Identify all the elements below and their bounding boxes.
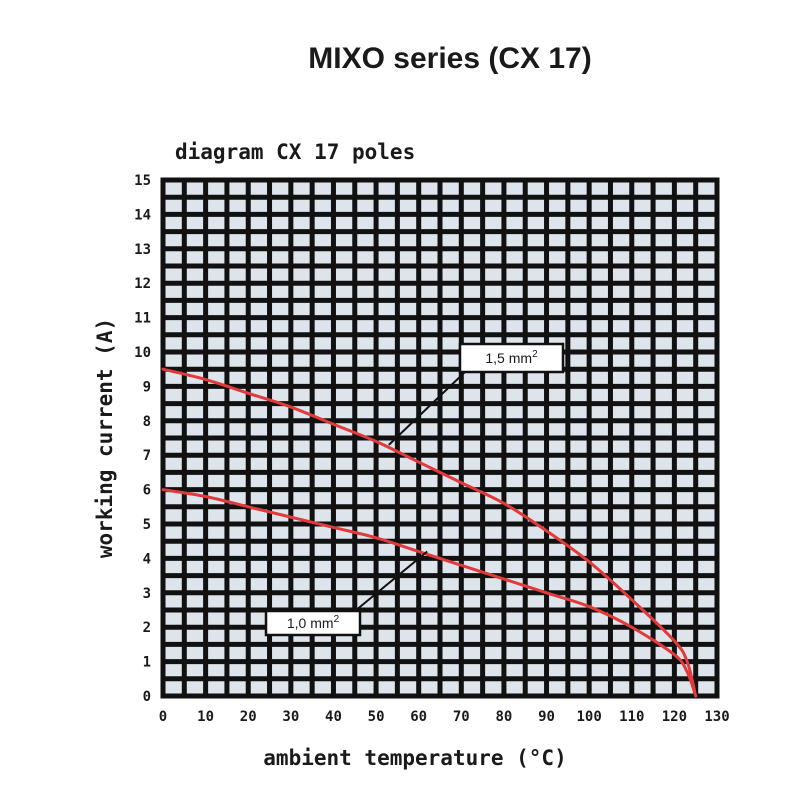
y-tick-label: 1	[143, 655, 151, 671]
y-tick-label: 3	[143, 586, 151, 602]
y-tick-label: 6	[143, 483, 151, 499]
chart-subtitle: diagram CX 17 poles	[175, 140, 416, 164]
x-tick-label: 110	[619, 709, 644, 725]
y-tick-label: 10	[134, 345, 151, 361]
x-axis-label: ambient temperature (°C)	[263, 746, 566, 770]
y-tick-label: 5	[143, 517, 151, 533]
x-tick-label: 90	[538, 709, 555, 725]
series-line-0	[161, 367, 698, 698]
x-tick-label: 50	[368, 709, 385, 725]
x-tick-label: 10	[197, 709, 214, 725]
callout-box	[264, 609, 362, 637]
x-tick-label: 20	[240, 709, 257, 725]
callout-label-text: 1,0 mm	[287, 615, 334, 631]
y-tick-label: 12	[134, 276, 151, 292]
y-tick-label: 15	[134, 173, 151, 189]
callout-label: 1,0 mm2	[287, 614, 340, 631]
y-tick-label: 11	[134, 311, 151, 327]
y-tick-label: 8	[143, 414, 151, 430]
y-tick-label: 7	[143, 448, 151, 464]
callout-label-superscript: 2	[532, 349, 538, 360]
x-tick-label: 60	[410, 709, 427, 725]
x-tick-label: 120	[662, 709, 687, 725]
callout-label: 1,5 mm2	[485, 349, 538, 366]
x-tick-label: 80	[495, 709, 512, 725]
callout-leader-line	[354, 550, 428, 612]
y-tick-label: 2	[143, 620, 151, 636]
x-tick-label: 40	[325, 709, 342, 725]
x-tick-label: 30	[282, 709, 299, 725]
y-tick-label: 9	[143, 379, 151, 395]
x-tick-label: 70	[453, 709, 470, 725]
y-tick-label: 0	[143, 689, 151, 705]
callout-label-superscript: 2	[334, 614, 340, 625]
y-axis-label: working current (A)	[93, 318, 117, 558]
callout-box	[458, 342, 565, 374]
x-tick-label: 0	[159, 709, 167, 725]
series-line-1	[161, 488, 698, 698]
x-tick-label: 100	[577, 709, 602, 725]
callout-label-text: 1,5 mm	[485, 350, 532, 366]
callout-leader-line	[388, 371, 466, 446]
y-tick-label: 13	[134, 242, 151, 258]
y-tick-label: 14	[134, 207, 151, 223]
y-tick-label: 4	[143, 551, 151, 567]
x-tick-label: 130	[704, 709, 729, 725]
chart-title: MIXO series (CX 17)	[308, 42, 592, 75]
